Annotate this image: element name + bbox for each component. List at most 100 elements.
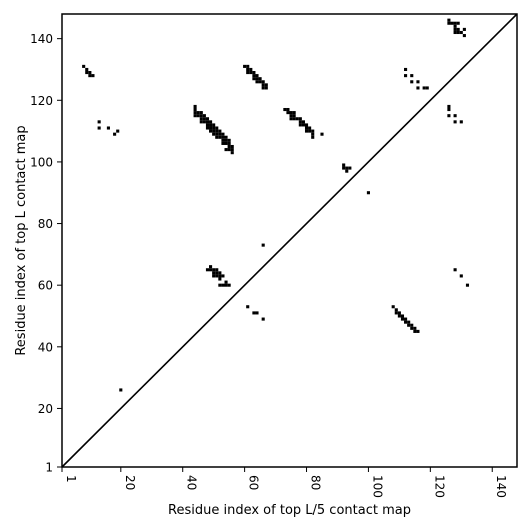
contact-point (295, 117, 299, 121)
contact-point (400, 317, 405, 321)
contact-point (289, 117, 293, 121)
contact-point (221, 135, 225, 139)
contact-point (215, 274, 219, 278)
contact-point (218, 129, 222, 133)
contact-point (459, 274, 463, 278)
contact-point (82, 64, 86, 68)
contact-point (193, 114, 197, 118)
contact-point (218, 271, 222, 275)
contact-point (416, 80, 420, 84)
contact-point (311, 129, 315, 133)
contact-point (264, 83, 268, 87)
x-tick-label: 80 (309, 475, 323, 490)
contact-point (258, 77, 262, 81)
contact-point (199, 114, 203, 118)
contact-point (209, 126, 213, 130)
contact-point (85, 67, 89, 72)
contact-point (453, 268, 457, 272)
contact-point (246, 305, 250, 309)
contact-point (215, 126, 219, 130)
y-tick-label: 40 (38, 340, 53, 354)
contact-point (292, 114, 296, 118)
contact-point (212, 274, 216, 278)
contact-point (258, 80, 262, 84)
contact-point (221, 132, 225, 136)
x-tick-label: 1 (64, 475, 78, 483)
contact-point (292, 117, 296, 121)
contact-point (404, 317, 408, 321)
contact-point (255, 311, 259, 315)
contact-point (391, 305, 395, 309)
contact-point (261, 83, 265, 87)
contact-point (308, 126, 312, 130)
contact-point (212, 132, 216, 136)
contact-point (199, 111, 203, 115)
x-tick-label: 40 (185, 475, 199, 490)
x-tick-label: 60 (247, 475, 261, 490)
contact-point (342, 163, 346, 167)
contact-point (205, 120, 210, 124)
contact-point (230, 151, 234, 155)
y-tick-label: 80 (38, 217, 53, 231)
contact-point (202, 120, 206, 124)
contact-point (252, 311, 256, 315)
contact-point (462, 34, 466, 38)
contact-point (227, 283, 231, 287)
contact-point (218, 283, 222, 287)
x-tick-label: 100 (370, 475, 384, 498)
contact-point (91, 74, 95, 78)
contact-point (88, 74, 92, 78)
contact-point (205, 123, 210, 127)
contact-point (416, 86, 420, 90)
contact-point (450, 21, 454, 25)
x-tick-label: 140 (494, 475, 508, 498)
contact-point (425, 86, 429, 90)
contact-point (394, 308, 398, 312)
contact-point (342, 166, 346, 170)
contact-point (227, 148, 231, 152)
x-tick-label: 20 (123, 475, 137, 490)
contact-point (224, 135, 228, 139)
contact-point (366, 191, 370, 195)
contact-point (218, 277, 222, 281)
contact-point (255, 77, 259, 81)
contact-point (453, 114, 457, 118)
contact-point (221, 274, 225, 278)
contact-point (97, 126, 101, 130)
contact-point (289, 114, 293, 118)
contact-point (453, 21, 457, 25)
contact-point (255, 74, 259, 78)
contact-point (410, 80, 414, 84)
contact-point (119, 388, 123, 392)
contact-point (215, 271, 219, 275)
diagonal-line (61, 13, 518, 468)
contact-point (283, 107, 287, 112)
contact-point (193, 104, 197, 108)
contact-point (311, 135, 315, 139)
contact-point (320, 132, 324, 136)
contact-point (221, 138, 225, 142)
contact-points (82, 18, 470, 392)
contact-point (196, 111, 200, 115)
contact-point (106, 126, 110, 130)
contact-point (456, 30, 460, 35)
contact-point (193, 107, 197, 112)
contact-point (196, 114, 200, 118)
contact-point (345, 166, 349, 170)
contact-point (212, 126, 216, 130)
contact-point (462, 27, 466, 31)
contact-point (459, 120, 463, 124)
contact-point (209, 268, 213, 272)
contact-point (246, 64, 250, 68)
contact-point (224, 148, 228, 152)
contact-point (308, 129, 312, 133)
contact-point (422, 86, 426, 90)
contact-point (298, 117, 302, 121)
x-tick-label: 120 (432, 475, 446, 498)
contact-point (397, 314, 401, 318)
contact-point (199, 117, 203, 121)
contact-point (453, 30, 457, 35)
contact-point (227, 141, 231, 145)
contact-point (447, 107, 451, 112)
